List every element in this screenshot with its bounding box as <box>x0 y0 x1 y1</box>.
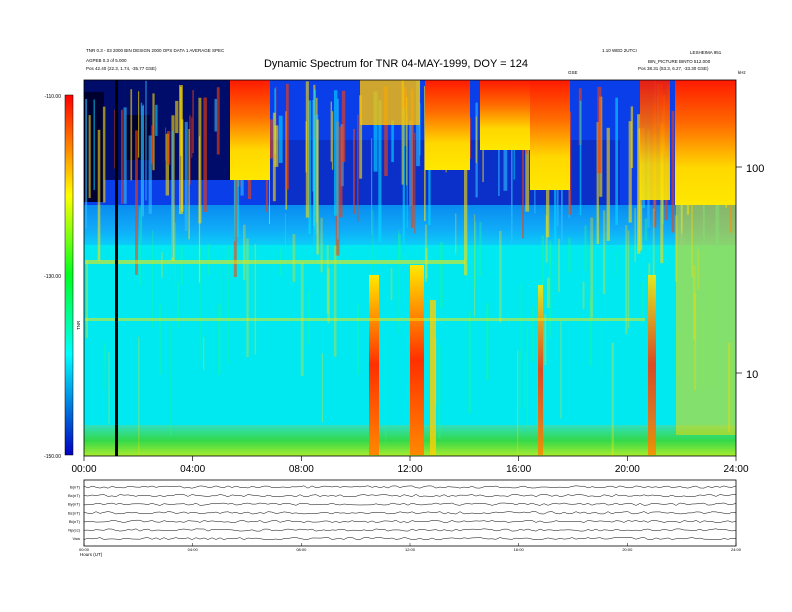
x-tick-label: 20:00 <box>615 464 640 475</box>
bottom-row-label: Bx(nT) <box>68 493 81 498</box>
bottom-x-tick-label: 00:00 <box>79 547 90 552</box>
bottom-x-tick-label: 08:00 <box>296 547 307 552</box>
bottom-row-label: Bt(nT) <box>69 519 81 524</box>
header-right-line1: 1.10 WED 2UTCI <box>602 48 637 53</box>
colorbar-label: TNR <box>76 320 81 330</box>
bottom-row-label: Np(cc) <box>68 528 80 533</box>
header-right-line2: LESHEIMA 951 <box>690 50 722 55</box>
x-tick-label: 12:00 <box>397 464 422 475</box>
bottom-x-tick-label: 04:00 <box>188 547 199 552</box>
header-right-line4: Pos 38.31 (53.3, 6.27, -33.30 GSE) <box>638 66 709 71</box>
bottom-panel-frame <box>83 479 737 547</box>
bottom-row-label: Bz(nT) <box>68 510 81 515</box>
bottom-row-label: B(nT) <box>70 485 81 490</box>
header-left-line3: Pos 42.40 (22.3, 1.74, -35.77 GSE) <box>86 66 157 71</box>
x-tick-label: 04:00 <box>180 464 205 475</box>
bottom-trace <box>83 528 737 532</box>
header-left-line2: AGPEB 0.3 of 5.000 <box>86 58 127 63</box>
header-left-line1: TNR 0.3 - 03 2000 BIN DESIGN 2000 OPS DA… <box>86 48 225 53</box>
bottom-panel-footer: Hours (UT) <box>80 552 103 557</box>
x-tick-label: 00:00 <box>71 464 96 475</box>
chart-title: Dynamic Spectrum for TNR 04-MAY-1999, DO… <box>263 58 528 70</box>
spectrogram-x-axis: 00:00 04:00 08:00 12:00 16:00 20:00 24:00 <box>71 456 749 475</box>
bottom-trace <box>83 494 737 498</box>
colorbar-tick-bottom: -150.00 <box>44 454 61 460</box>
y-right-label-100: 100 <box>746 163 764 175</box>
x-tick-label: 24:00 <box>723 464 748 475</box>
bottom-row-label: Vsw <box>72 536 80 541</box>
header-right-line3: BIN_PICTURE BINTO 512.000 <box>648 59 711 64</box>
bottom-row-label: By(nT) <box>68 502 81 507</box>
bottom-trace <box>83 519 737 523</box>
bottom-x-tick-label: 12:00 <box>405 547 416 552</box>
y-right-label-10: 10 <box>746 369 758 381</box>
bottom-trace <box>83 537 737 541</box>
bottom-x-tick-label: 20:00 <box>622 547 633 552</box>
bottom-panel-x-axis: 00:00 04:00 08:00 12:00 16:00 20:00 24:00 <box>79 543 742 552</box>
colorbar-tick-top: -110.00 <box>44 94 61 100</box>
bottom-trace <box>83 502 737 506</box>
bottom-x-tick-label: 16:00 <box>514 547 525 552</box>
x-tick-label: 16:00 <box>506 464 531 475</box>
colorbar-tick-mid: -130.00 <box>44 274 61 280</box>
bottom-trace <box>83 511 736 515</box>
bottom-panel-traces: B(nT) Bx(nT) By(nT) Bz(nT) Bt(nT) Np(cc) Vsw <box>68 485 737 541</box>
spectrogram-image <box>84 80 736 456</box>
x-tick-label: 08:00 <box>289 464 314 475</box>
header-center-small: GSE <box>568 70 578 75</box>
khz-unit-label: kHz <box>738 70 746 75</box>
bottom-trace <box>83 485 737 489</box>
bottom-x-tick-label: 24:00 <box>731 547 742 552</box>
colorbar <box>64 94 74 456</box>
